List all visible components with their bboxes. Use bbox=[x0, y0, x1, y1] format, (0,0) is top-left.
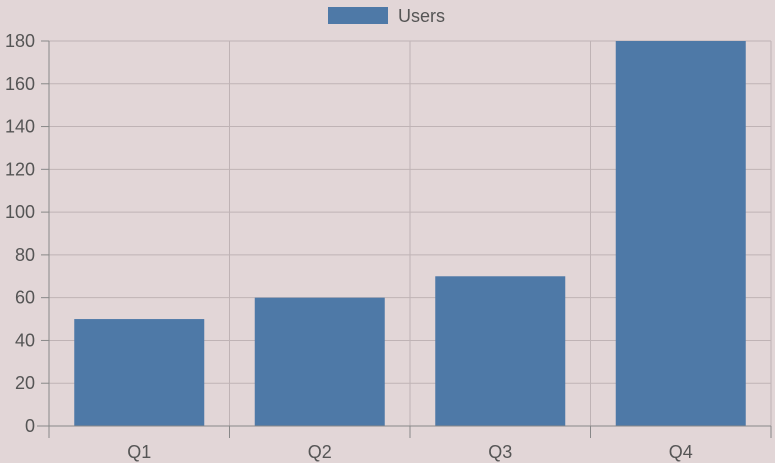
legend: Users bbox=[328, 6, 445, 26]
y-tick-label: 60 bbox=[15, 288, 35, 308]
bar-q1 bbox=[74, 319, 205, 426]
y-tick-label: 140 bbox=[5, 117, 35, 137]
y-tick-label: 120 bbox=[5, 159, 35, 179]
axes bbox=[37, 41, 771, 438]
x-tick-label: Q1 bbox=[127, 442, 151, 462]
bar-q3 bbox=[435, 276, 566, 426]
bars bbox=[74, 41, 746, 426]
bar-q4 bbox=[615, 41, 746, 426]
bar-q2 bbox=[254, 297, 385, 426]
x-tick-label: Q2 bbox=[308, 442, 332, 462]
x-axis-ticks: Q1 Q2 Q3 Q4 bbox=[48, 426, 772, 462]
legend-label: Users bbox=[398, 6, 445, 26]
y-tick-label: 100 bbox=[5, 202, 35, 222]
y-tick-label: 80 bbox=[15, 245, 35, 265]
x-tick-label: Q3 bbox=[488, 442, 512, 462]
y-tick-label: 40 bbox=[15, 330, 35, 350]
y-axis-ticks: 0 20 40 60 80 100 120 140 160 180 bbox=[5, 31, 49, 436]
y-tick-label: 20 bbox=[15, 373, 35, 393]
legend-swatch bbox=[328, 7, 388, 24]
y-tick-label: 180 bbox=[5, 31, 35, 51]
x-tick-label: Q4 bbox=[669, 442, 693, 462]
y-tick-label: 0 bbox=[25, 416, 35, 436]
y-tick-label: 160 bbox=[5, 74, 35, 94]
